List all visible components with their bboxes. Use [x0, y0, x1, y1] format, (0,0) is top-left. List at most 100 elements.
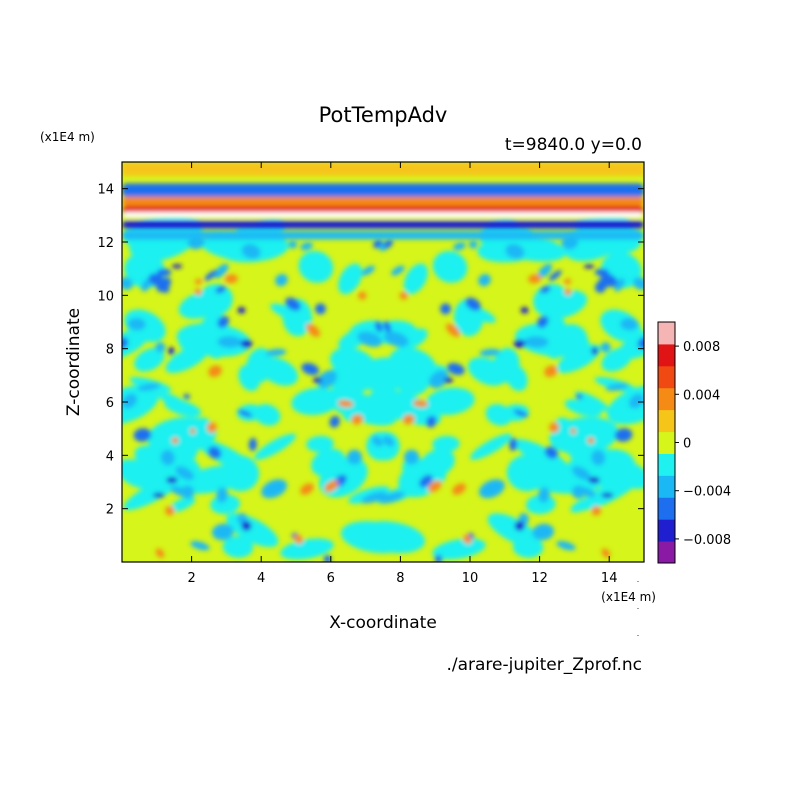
- y-tick-label: 10: [97, 289, 114, 304]
- field-patch: [470, 433, 512, 460]
- field-patch: [288, 240, 297, 249]
- field-patch: [241, 243, 261, 259]
- chart-subtitle: t=9840.0 y=0.0: [505, 135, 642, 155]
- field-patch: [152, 492, 165, 498]
- field-patch: [241, 521, 252, 531]
- colorbar-swatch: [658, 475, 675, 498]
- field-patch: [361, 265, 375, 276]
- field-patch: [379, 491, 405, 504]
- x-axis: 2 4 6 8 10 12 14: [187, 162, 617, 586]
- field-patch: [509, 465, 574, 490]
- field-patch: [208, 365, 222, 377]
- colorbar-swatch: [658, 497, 675, 520]
- field-patch: [168, 347, 175, 355]
- field-patch: [166, 476, 178, 484]
- field-patch: [608, 234, 637, 257]
- field-patch: [513, 339, 526, 349]
- field-patch: [275, 274, 288, 287]
- field-patch: [261, 479, 288, 499]
- field-patch: [382, 435, 395, 447]
- field-patch: [171, 437, 179, 444]
- field-patch: [600, 342, 611, 353]
- field-patch: [323, 554, 332, 562]
- field-patch: [217, 336, 242, 348]
- field-patch: [601, 548, 611, 558]
- field-patch: [452, 483, 466, 495]
- field-patch: [458, 303, 496, 323]
- field-patch: [548, 270, 562, 281]
- colorbar-swatch: [658, 409, 675, 433]
- field-patch: [371, 357, 435, 393]
- field-patch: [357, 521, 426, 554]
- field-patch: [315, 303, 326, 315]
- colorbar-swatch: [658, 322, 675, 345]
- field-patch: [432, 250, 468, 283]
- field-patch: [157, 268, 172, 276]
- field-patch: [399, 291, 408, 300]
- field-patch: [240, 339, 253, 349]
- y-tick-label: 12: [97, 236, 114, 251]
- field-patch: [588, 476, 600, 484]
- field-patch: [391, 265, 405, 276]
- field-patch: [134, 347, 165, 372]
- field-patch: [270, 303, 308, 323]
- field-patch: [403, 263, 428, 295]
- field-band: [122, 231, 644, 240]
- field-patch: [425, 387, 475, 416]
- field-patch: [317, 370, 338, 389]
- field-patch: [313, 377, 323, 383]
- field-patch: [194, 278, 203, 285]
- field-patch: [207, 446, 222, 459]
- field-patch: [563, 278, 572, 285]
- field-patch: [237, 409, 253, 417]
- field-patch: [544, 365, 558, 377]
- field-patch: [348, 486, 390, 504]
- field-patch: [539, 290, 588, 319]
- x-tick-label: 8: [396, 571, 404, 586]
- field-patch: [373, 239, 382, 249]
- field-patch: [594, 277, 610, 292]
- field-patch: [524, 336, 549, 348]
- field-patch: [361, 491, 387, 504]
- field-patch: [213, 263, 229, 279]
- field-patch: [155, 342, 166, 353]
- field-patch: [432, 538, 486, 560]
- field-patch: [176, 323, 251, 357]
- field-patch: [291, 387, 341, 416]
- field-patch: [614, 428, 633, 442]
- field-patch: [506, 364, 528, 392]
- field-patch: [509, 437, 518, 451]
- field-patch: [540, 285, 551, 294]
- field-patch: [285, 297, 301, 311]
- x-tick-label: 6: [327, 571, 335, 586]
- field-band: [122, 212, 644, 218]
- field-patch: [469, 240, 478, 249]
- colorbar-swatch: [658, 365, 675, 389]
- colorbar-swatch: [658, 541, 675, 564]
- field-patch: [513, 409, 529, 417]
- field-patch: [215, 285, 226, 294]
- source-file-label: ./arare-jupiter_Zprof.nc: [446, 655, 642, 675]
- field-patch: [224, 274, 238, 284]
- field-patch: [419, 474, 433, 488]
- field-patch: [346, 449, 363, 465]
- x-unit-label: (x1E4 m): [601, 590, 656, 604]
- field-patch: [453, 242, 466, 251]
- field-patch: [591, 505, 601, 516]
- field-patch: [445, 323, 461, 337]
- field-patch: [165, 505, 175, 516]
- field-patch: [156, 277, 172, 292]
- field-patch: [189, 428, 196, 435]
- field-patch: [298, 250, 334, 283]
- field-patch: [305, 323, 321, 337]
- field-patch: [412, 399, 429, 408]
- field-patch: [211, 523, 234, 541]
- field-patch: [465, 297, 481, 311]
- field-patch: [544, 446, 559, 459]
- field-patch: [141, 278, 152, 292]
- field-patch: [440, 303, 451, 315]
- field-patch: [175, 466, 194, 481]
- field-patch: [556, 344, 601, 373]
- field-patch: [528, 274, 542, 284]
- field-patch: [171, 264, 183, 269]
